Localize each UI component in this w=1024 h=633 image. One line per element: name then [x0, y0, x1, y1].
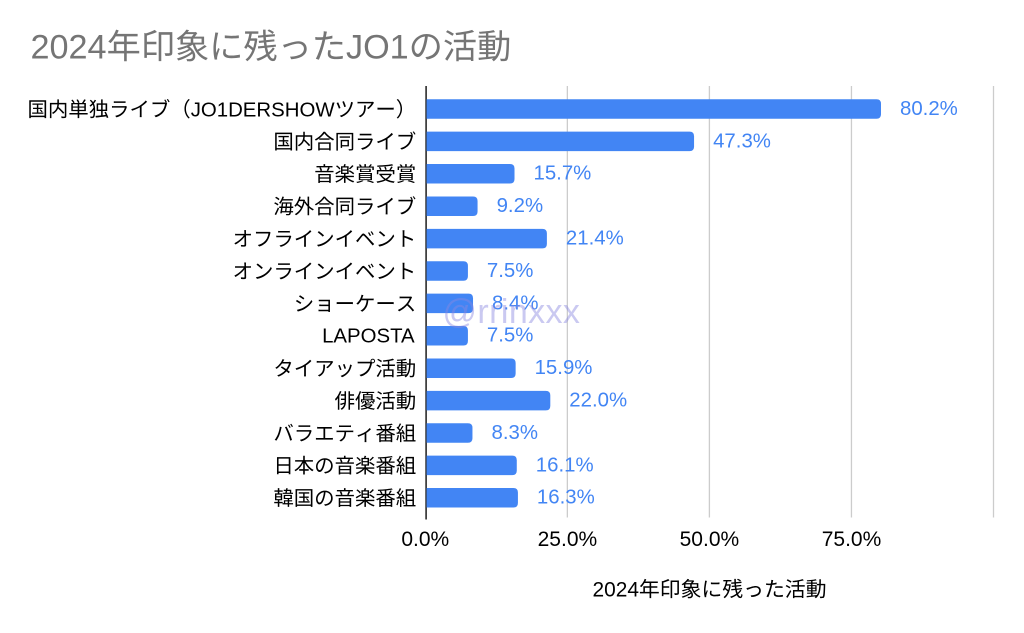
- svg-text:15.7%: 15.7%: [534, 163, 592, 185]
- svg-text:25.0%: 25.0%: [538, 528, 598, 551]
- svg-text:15.9%: 15.9%: [535, 357, 593, 379]
- svg-text:7.5%: 7.5%: [487, 325, 533, 347]
- svg-text:2024: 2024: [593, 579, 639, 602]
- svg-text:8.4%: 8.4%: [492, 292, 538, 314]
- svg-text:16.3%: 16.3%: [537, 487, 595, 509]
- svg-text:22.0%: 22.0%: [569, 390, 627, 412]
- svg-text:21.4%: 21.4%: [566, 228, 624, 250]
- svg-text:7.5%: 7.5%: [487, 260, 533, 282]
- svg-text:0.0%: 0.0%: [401, 528, 449, 551]
- svg-text:@rrinxxx: @rrinxxx: [443, 293, 581, 331]
- svg-text:LAPOSTA: LAPOSTA: [322, 326, 415, 348]
- svg-text:8.3%: 8.3%: [492, 422, 538, 444]
- svg-text:80.2%: 80.2%: [900, 98, 958, 120]
- svg-text:47.3%: 47.3%: [713, 130, 771, 152]
- svg-text:JO1DERSHOW: JO1DERSHOW: [191, 100, 336, 122]
- svg-text:16.1%: 16.1%: [536, 454, 594, 476]
- svg-text:JO1: JO1: [346, 29, 409, 67]
- svg-text:75.0%: 75.0%: [822, 528, 882, 551]
- svg-text:9.2%: 9.2%: [497, 195, 543, 217]
- svg-text:2024: 2024: [31, 29, 107, 67]
- svg-text:50.0%: 50.0%: [680, 528, 740, 551]
